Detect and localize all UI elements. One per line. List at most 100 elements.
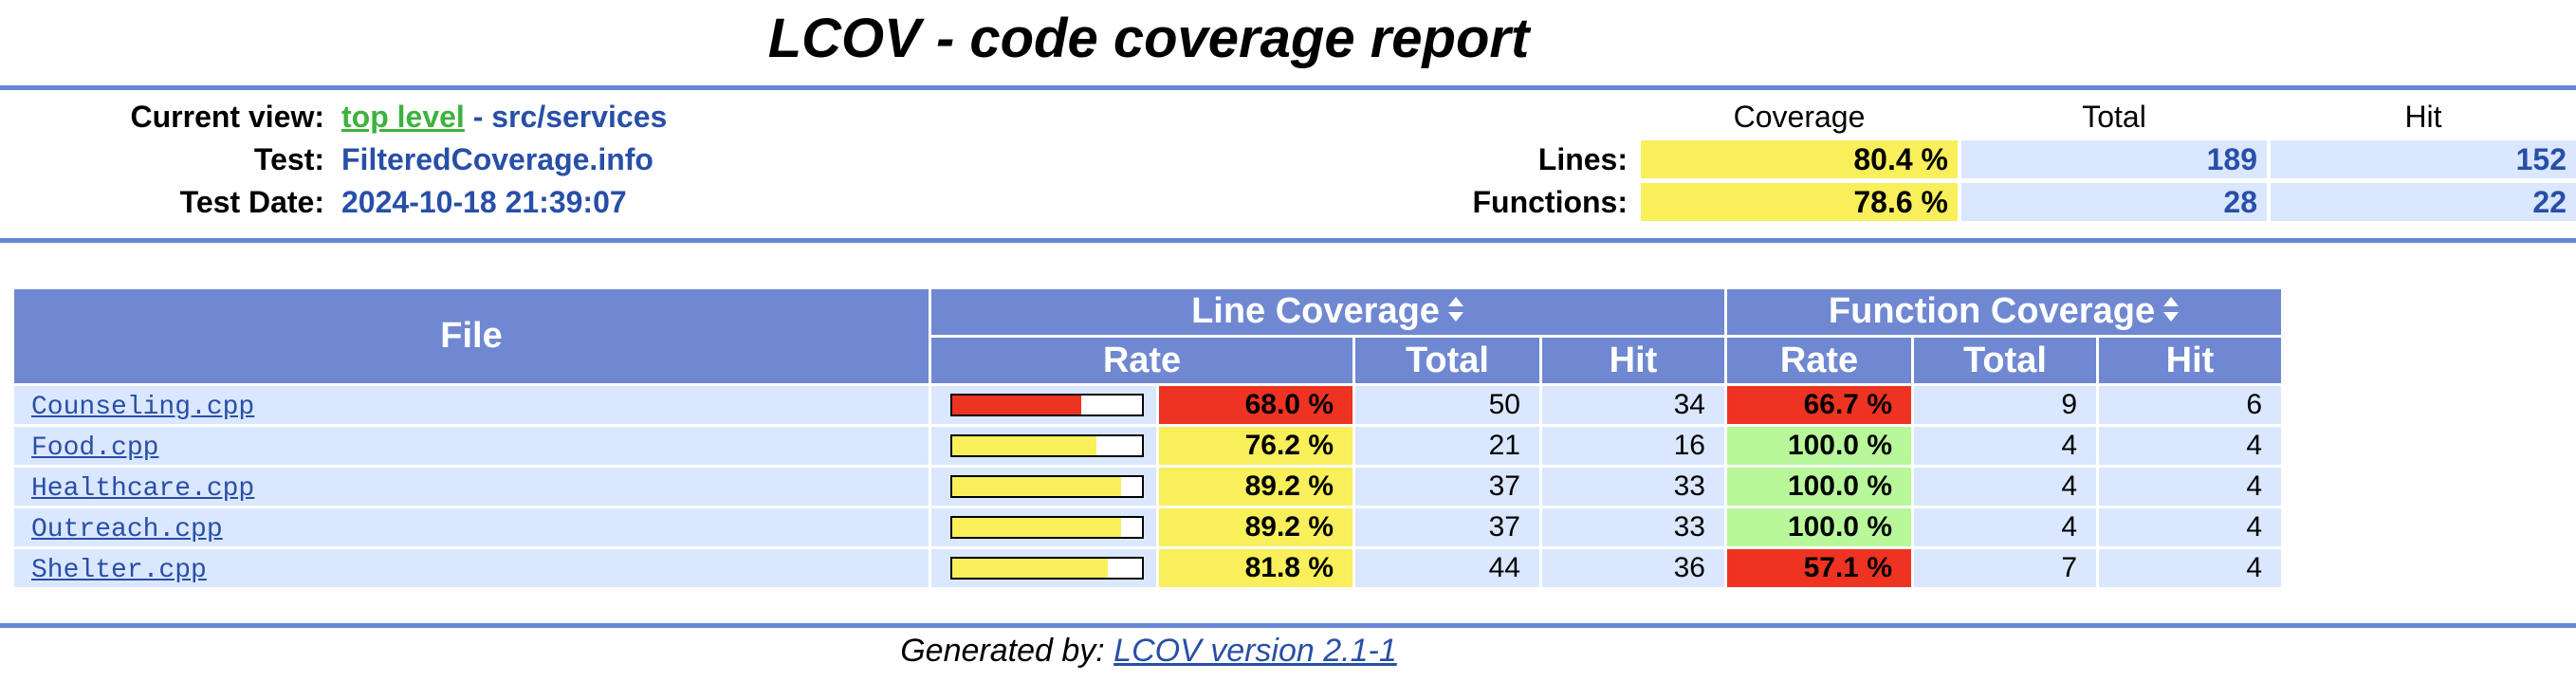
coverage-bar-fill xyxy=(952,518,1122,537)
function-total-cell: 4 xyxy=(1914,508,2096,546)
line-hit-cell: 34 xyxy=(1542,386,1724,424)
line-rate-cell: 76.2 % xyxy=(1159,427,1352,465)
file-link[interactable]: Shelter.cpp xyxy=(31,555,207,585)
line-coverage-header-label: Line Coverage xyxy=(1191,290,1440,331)
header-divider-bottom xyxy=(0,238,2576,243)
page-title: LCOV - code coverage report xyxy=(767,8,1530,69)
lcov-version-link[interactable]: LCOV version 2.1-1 xyxy=(1113,633,1397,669)
sort-icon[interactable] xyxy=(1447,292,1464,333)
line-coverage-header[interactable]: Line Coverage xyxy=(931,289,1724,335)
function-hit-cell: 4 xyxy=(2099,468,2281,506)
coverage-bar xyxy=(950,516,1144,539)
summary-lines-label: Lines: xyxy=(1537,142,1628,176)
function-rate-cell: 57.1 % xyxy=(1727,549,1911,587)
table-row: Counseling.cpp 68.0 % 50 34 66.7 % 9 6 xyxy=(14,386,2281,424)
line-coverage-bar-cell xyxy=(931,427,1157,465)
function-total-cell: 4 xyxy=(1914,427,2096,465)
file-cell: Counseling.cpp xyxy=(14,386,929,424)
line-coverage-bar-cell xyxy=(931,549,1157,587)
test-value: FilteredCoverage.info xyxy=(341,142,653,176)
test-date-value: 2024-10-18 21:39:07 xyxy=(341,185,627,219)
line-rate-cell: 89.2 % xyxy=(1159,468,1352,506)
sort-icon[interactable] xyxy=(2162,292,2180,333)
file-cell: Healthcare.cpp xyxy=(14,468,929,506)
summary-functions-coverage: 78.6 % xyxy=(1641,183,1958,221)
coverage-bar-fill xyxy=(952,477,1122,496)
line-hit-cell: 36 xyxy=(1542,549,1724,587)
function-rate-header: Rate xyxy=(1727,338,1911,383)
function-total-cell: 9 xyxy=(1914,386,2096,424)
function-hit-cell: 4 xyxy=(2099,427,2281,465)
function-total-header: Total xyxy=(1914,338,2096,383)
file-column-header: File xyxy=(14,289,929,383)
coverage-bar xyxy=(950,475,1144,498)
file-cell: Outreach.cpp xyxy=(14,508,929,546)
table-row: Outreach.cpp 89.2 % 37 33 100.0 % 4 4 xyxy=(14,508,2281,546)
line-rate-cell: 68.0 % xyxy=(1159,386,1352,424)
function-hit-cell: 6 xyxy=(2099,386,2281,424)
file-cell: Food.cpp xyxy=(14,427,929,465)
table-row: Shelter.cpp 81.8 % 44 36 57.1 % 7 4 xyxy=(14,549,2281,587)
line-coverage-bar-cell xyxy=(931,468,1157,506)
line-total-cell: 50 xyxy=(1355,386,1539,424)
line-total-cell: 37 xyxy=(1355,468,1539,506)
file-link[interactable]: Healthcare.cpp xyxy=(31,473,255,504)
file-cell: Shelter.cpp xyxy=(14,549,929,587)
test-label: Test: xyxy=(253,142,324,176)
test-date-label: Test Date: xyxy=(179,185,324,219)
function-rate-cell: 100.0 % xyxy=(1727,427,1911,465)
line-rate-header: Rate xyxy=(931,338,1352,383)
footer: Generated by: LCOV version 2.1-1 xyxy=(0,630,2297,672)
current-view-value: top level - src/services xyxy=(341,96,667,138)
summary-lines-hit: 152 xyxy=(2271,140,2576,178)
table-row: Food.cpp 76.2 % 21 16 100.0 % 4 4 xyxy=(14,427,2281,465)
line-hit-header: Hit xyxy=(1542,338,1724,383)
generated-by-label: Generated by: xyxy=(900,633,1114,669)
function-hit-cell: 4 xyxy=(2099,549,2281,587)
coverage-bar-fill xyxy=(952,436,1097,455)
summary-functions-hit: 22 xyxy=(2271,183,2576,221)
line-total-header: Total xyxy=(1355,338,1539,383)
current-path: src/services xyxy=(491,100,668,134)
current-view-label: Current view: xyxy=(130,100,324,134)
summary-functions-total: 28 xyxy=(1961,183,2267,221)
function-hit-header: Hit xyxy=(2099,338,2281,383)
table-row: Healthcare.cpp 89.2 % 37 33 100.0 % 4 4 xyxy=(14,468,2281,506)
function-rate-cell: 66.7 % xyxy=(1727,386,1911,424)
summary-total-header: Total xyxy=(2082,100,2146,134)
summary-lines-coverage: 80.4 % xyxy=(1641,140,1958,178)
summary-lines-total: 189 xyxy=(1961,140,2267,178)
header-divider-top xyxy=(0,85,2576,90)
coverage-bar xyxy=(950,557,1144,580)
coverage-table: File Line Coverage Function Coverage Rat… xyxy=(11,286,2284,590)
function-rate-cell: 100.0 % xyxy=(1727,468,1911,506)
line-total-cell: 44 xyxy=(1355,549,1539,587)
function-coverage-header[interactable]: Function Coverage xyxy=(1727,289,2281,335)
function-hit-cell: 4 xyxy=(2099,508,2281,546)
line-hit-cell: 16 xyxy=(1542,427,1724,465)
summary-hit-header: Hit xyxy=(2404,100,2442,134)
function-total-cell: 7 xyxy=(1914,549,2096,587)
function-rate-cell: 100.0 % xyxy=(1727,508,1911,546)
function-coverage-header-label: Function Coverage xyxy=(1828,290,2156,331)
coverage-bar-fill xyxy=(952,396,1081,414)
summary-functions-label: Functions: xyxy=(1472,185,1628,219)
summary-coverage-header: Coverage xyxy=(1733,100,1866,134)
function-total-cell: 4 xyxy=(1914,468,2096,506)
line-rate-cell: 89.2 % xyxy=(1159,508,1352,546)
coverage-bar-fill xyxy=(952,559,1108,578)
line-coverage-bar-cell xyxy=(931,508,1157,546)
path-separator: - xyxy=(464,100,492,134)
file-link[interactable]: Outreach.cpp xyxy=(31,514,223,544)
file-link[interactable]: Food.cpp xyxy=(31,433,159,463)
line-rate-cell: 81.8 % xyxy=(1159,549,1352,587)
line-total-cell: 37 xyxy=(1355,508,1539,546)
top-level-link[interactable]: top level xyxy=(341,100,465,134)
footer-divider xyxy=(0,623,2576,628)
file-link[interactable]: Counseling.cpp xyxy=(31,392,255,422)
line-total-cell: 21 xyxy=(1355,427,1539,465)
line-coverage-bar-cell xyxy=(931,386,1157,424)
coverage-bar xyxy=(950,394,1144,416)
line-hit-cell: 33 xyxy=(1542,468,1724,506)
coverage-bar xyxy=(950,434,1144,457)
